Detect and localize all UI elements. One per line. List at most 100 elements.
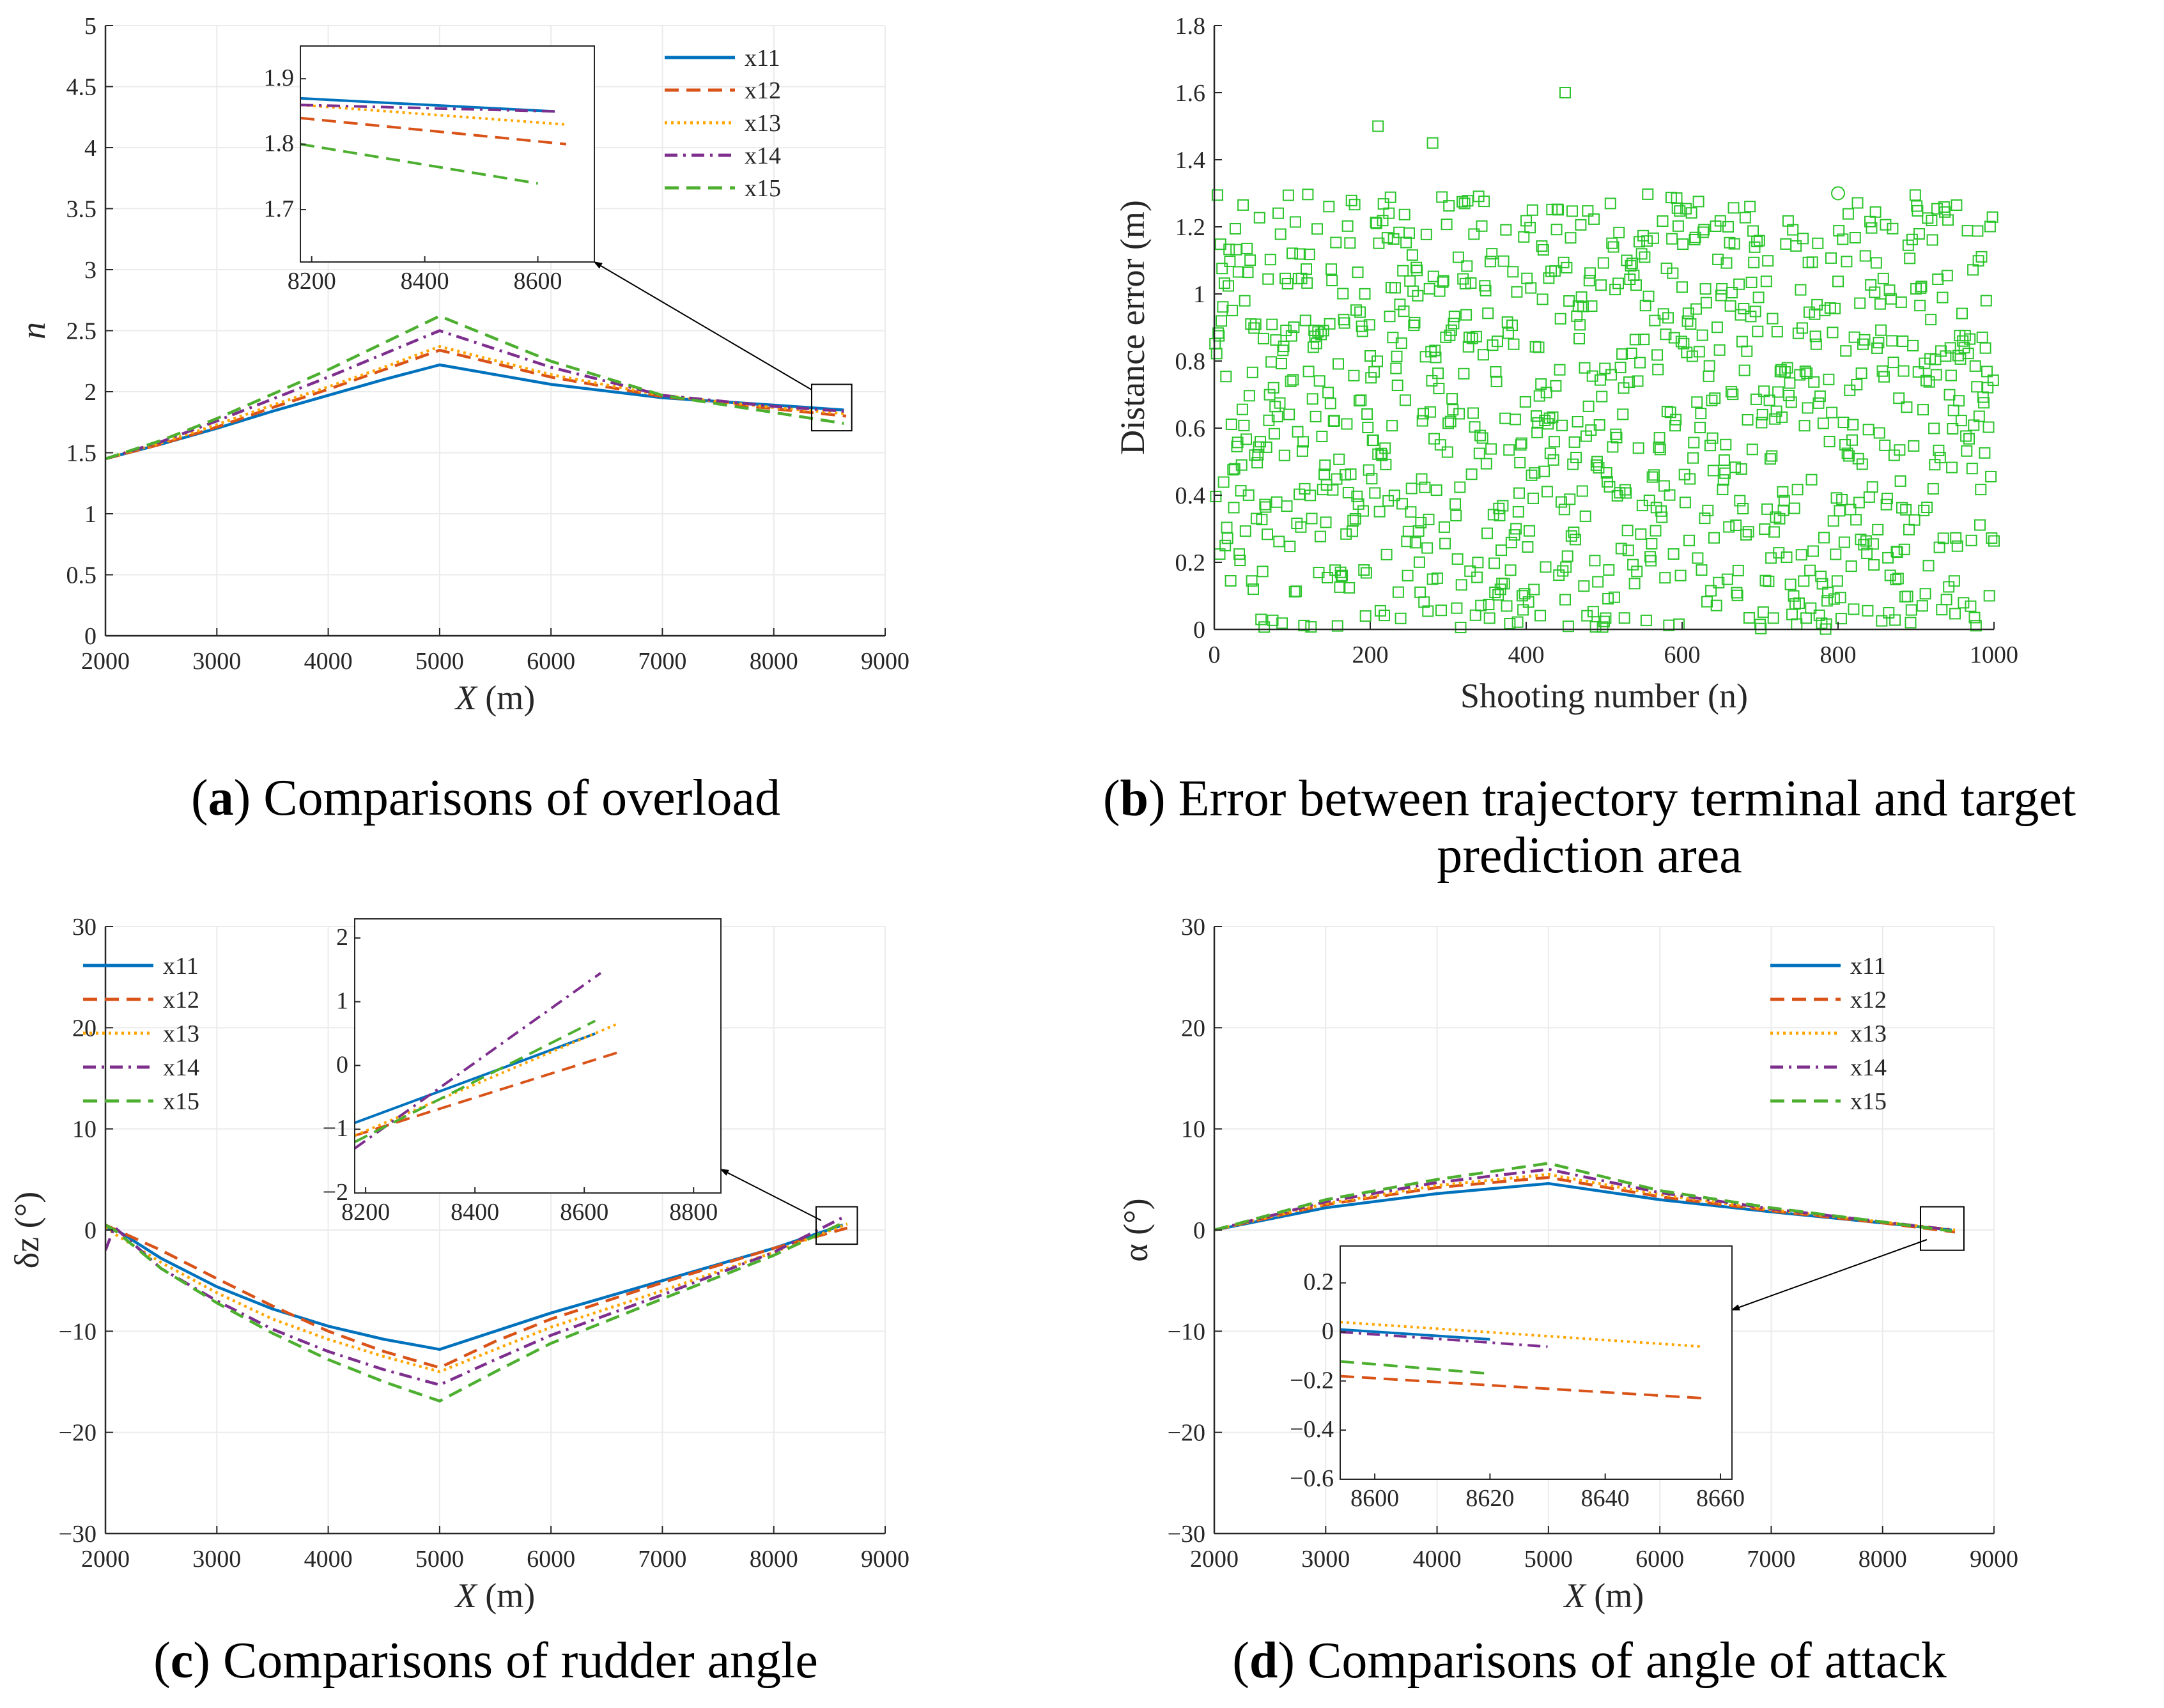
scatter-point-589 (1667, 548, 1680, 560)
scatter-point-27 (1229, 223, 1241, 235)
scatter-point-597 (1674, 205, 1686, 217)
scatter-point-551 (1638, 334, 1650, 346)
scatter-point-239 (1395, 612, 1407, 624)
scatter-point-967 (1962, 348, 1974, 360)
scatter-point-389 (1511, 616, 1524, 628)
scatter-point-560 (1645, 555, 1657, 567)
scatter-point-443 (1554, 364, 1566, 376)
scatter-point-272 (1420, 228, 1432, 240)
scatter-point-460 (1567, 458, 1579, 470)
scatter-point-111 (1295, 521, 1307, 533)
y-tick-label-4: 10 (72, 1116, 97, 1143)
scatter-point-170 (1341, 418, 1353, 430)
scatter-point-877 (1892, 573, 1904, 585)
scatter-point-298 (1441, 219, 1453, 231)
scatter-point-84 (1274, 397, 1286, 409)
scatter-point-564 (1648, 469, 1660, 481)
scatter-point-990 (1980, 295, 1992, 307)
scatter-point-405 (1524, 222, 1536, 234)
scatter-point-43 (1242, 266, 1254, 279)
scatter-point-686 (1743, 612, 1755, 624)
scatter-point-362 (1490, 376, 1503, 387)
scatter-point-22 (1225, 419, 1237, 430)
scatter-point-636 (1704, 440, 1716, 452)
scatter-point-233 (1390, 362, 1402, 374)
scatter-point-50 (1248, 583, 1259, 596)
scatter-point-349 (1480, 458, 1492, 470)
scatter-point-355 (1485, 443, 1497, 455)
legend-label-x11: x11 (1850, 953, 1886, 980)
y-tick-label-9: 4.5 (66, 74, 97, 101)
scatter-point-171 (1341, 220, 1354, 232)
scatter-point-709 (1761, 503, 1773, 515)
scatter-point-174 (1344, 237, 1356, 249)
scatter-point-953 (1951, 540, 1963, 552)
scatter-point-76 (1267, 381, 1279, 394)
scatter-point-650 (1715, 289, 1727, 302)
caption: (a) Comparisons of overload (191, 770, 780, 826)
scatter-point-795 (1828, 593, 1840, 605)
scatter-point-969 (1964, 333, 1976, 345)
scatter-point-154 (1328, 415, 1340, 427)
scatter-point-254 (1406, 249, 1418, 261)
scatter-point-748 (1791, 484, 1804, 496)
scatter-point-727 (1775, 364, 1787, 376)
x-axis-label: X (m) (454, 679, 535, 717)
scatter-point-79 (1270, 334, 1282, 346)
inset-series-line-x11 (300, 96, 555, 113)
scatter-point-862 (1880, 498, 1892, 511)
scatter-point-521 (1614, 362, 1627, 374)
scatter-point-478 (1581, 610, 1593, 622)
scatter-point-384 (1508, 338, 1520, 350)
scatter-point-159 (1333, 358, 1344, 370)
scatter-point-536 (1626, 258, 1638, 270)
scatter-point-317 (1455, 579, 1467, 591)
scatter-point-187 (1354, 306, 1366, 318)
scatter-point-609 (1683, 534, 1695, 546)
inset-x-tick-label-2: 8600 (514, 268, 562, 295)
scatter-point-713 (1764, 453, 1776, 465)
scatter-point-777 (1814, 390, 1826, 403)
scatter-point-115 (1298, 619, 1310, 631)
scatter-point-370 (1497, 500, 1509, 512)
scatter-point-340 (1473, 447, 1485, 459)
scatter-point-402 (1522, 541, 1534, 553)
scatter-point-819 (1847, 419, 1859, 431)
scatter-point-663 (1725, 386, 1737, 398)
scatter-point-558 (1643, 495, 1655, 507)
scatter-point-735 (1781, 362, 1793, 374)
scatter-point-878 (1893, 392, 1905, 404)
inset-y-tick-label-2: 0 (336, 1051, 348, 1078)
scatter-point-842 (1865, 279, 1877, 291)
scatter-point-752 (1795, 284, 1807, 296)
scatter-point-14 (1219, 539, 1232, 551)
scatter-point-142 (1319, 459, 1331, 472)
y-tick-label-3: 1.5 (66, 440, 97, 467)
scatter-point-241 (1396, 498, 1408, 510)
scatter-point-568 (1651, 349, 1663, 361)
scatter-point-138 (1316, 431, 1328, 442)
scatter-point-99 (1285, 330, 1297, 342)
scatter-point-666 (1727, 202, 1740, 214)
scatter-point-351 (1482, 307, 1494, 319)
scatter-point-562 (1646, 471, 1658, 483)
scatter-point-692 (1748, 256, 1760, 268)
scatter-point-571 (1653, 432, 1666, 444)
scatter-point-833 (1858, 539, 1870, 551)
scatter-point-670 (1731, 587, 1743, 599)
scatter-point-756 (1798, 575, 1810, 587)
scatter-point-150 (1325, 263, 1337, 275)
legend-label-x11: x11 (745, 45, 780, 72)
scatter-point-459 (1566, 205, 1578, 217)
scatter-point-595 (1672, 220, 1684, 232)
scatter-point-212 (1373, 505, 1386, 518)
scatter-point-63 (1257, 332, 1269, 344)
scatter-point-543 (1632, 375, 1644, 387)
x-tick-label-2: 400 (1508, 642, 1545, 668)
scatter-point-803 (1834, 592, 1846, 604)
scatter-point-934 (1936, 291, 1949, 304)
scatter-point-306 (1447, 404, 1459, 416)
y-tick-label-0: 0 (84, 623, 97, 650)
scatter-point-260 (1411, 265, 1423, 277)
scatter-point-708 (1760, 275, 1772, 288)
